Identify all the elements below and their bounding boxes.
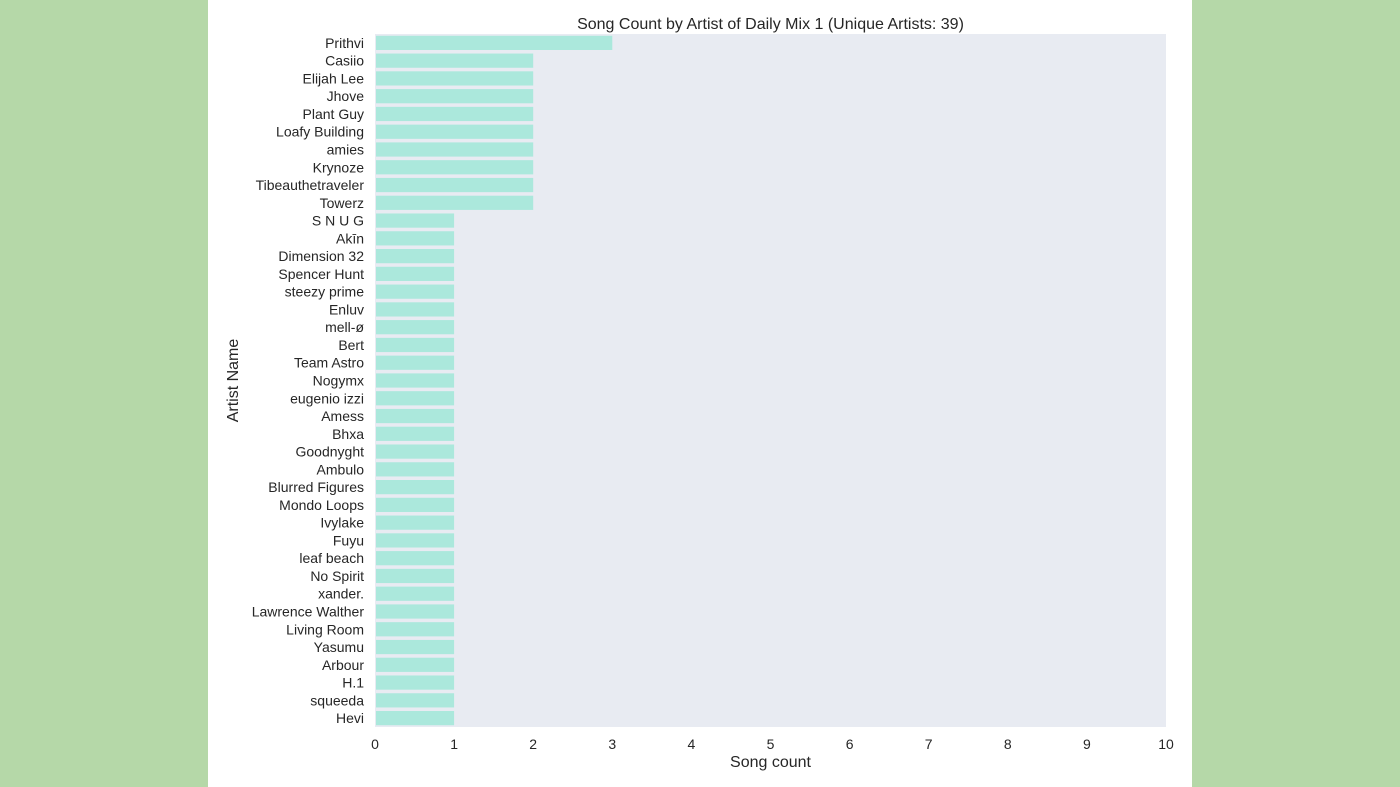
y-tick-label: Enluv (329, 301, 364, 317)
bar-35 (376, 657, 455, 672)
bar-27 (376, 515, 455, 530)
y-tick-label: Arbour (322, 657, 364, 673)
bar-1 (376, 53, 534, 68)
y-tick-label: Spencer Hunt (278, 266, 364, 282)
y-tick-label: amies (327, 142, 364, 158)
x-tick-label: 3 (608, 736, 616, 752)
x-tick-label: 4 (688, 736, 696, 752)
bar-18 (376, 355, 455, 370)
y-tick-label: Ivylake (320, 515, 364, 531)
y-tick-label: Blurred Figures (268, 479, 364, 495)
y-tick-label: Tibeauthetraveler (256, 177, 365, 193)
y-tick-label: H.1 (342, 675, 364, 691)
bar-38 (376, 711, 455, 726)
y-tick-label: Bhxa (332, 426, 364, 442)
bar-10 (376, 213, 455, 228)
bar-9 (376, 195, 534, 210)
bar-12 (376, 249, 455, 264)
y-tick-label: Casiio (325, 53, 364, 69)
chart-title: Song Count by Artist of Daily Mix 1 (Uni… (577, 16, 964, 33)
bar-5 (376, 124, 534, 139)
bar-8 (376, 177, 534, 193)
bar-29 (376, 551, 455, 566)
y-axis-label: Artist Name (225, 339, 242, 423)
bar-7 (376, 160, 534, 175)
y-tick-label: Elijah Lee (303, 70, 365, 86)
bar-34 (376, 639, 455, 655)
x-tick-label: 5 (767, 736, 775, 752)
y-tick-label: No Spirit (310, 568, 364, 584)
y-tick-label: Prithvi (325, 35, 364, 51)
y-tick-label: Bert (338, 337, 364, 353)
bar-6 (376, 142, 534, 157)
bar-16 (376, 320, 455, 335)
bar-32 (376, 604, 455, 619)
bar-21 (376, 408, 455, 424)
y-tick-label: Towerz (320, 195, 364, 211)
bar-25 (376, 480, 455, 495)
y-tick-label: Ambulo (317, 461, 365, 477)
y-tick-label: Yasumu (314, 639, 364, 655)
y-tick-label: Mondo Loops (279, 497, 364, 513)
bar-23 (376, 444, 455, 459)
bar-3 (376, 89, 534, 104)
bar-0 (376, 35, 613, 50)
y-tick-label: Krynoze (313, 159, 365, 175)
bar-30 (376, 568, 455, 584)
bar-37 (376, 693, 455, 708)
bar-11 (376, 231, 455, 246)
x-axis-label: Song count (730, 754, 812, 771)
x-tick-label: 9 (1083, 736, 1091, 752)
x-tick-label: 0 (371, 736, 379, 752)
bar-14 (376, 284, 455, 299)
x-tick-label: 10 (1158, 736, 1174, 752)
x-tick-label: 6 (846, 736, 854, 752)
bar-17 (376, 337, 455, 353)
y-tick-label: Hevi (336, 710, 364, 726)
y-tick-label: Goodnyght (296, 444, 365, 460)
y-tick-label: Akīn (336, 230, 364, 246)
y-tick-label: xander. (318, 586, 364, 602)
bar-24 (376, 462, 455, 477)
bar-19 (376, 373, 455, 388)
y-tick-label: Dimension 32 (278, 248, 364, 264)
y-tick-label: Amess (321, 408, 364, 424)
x-tick-label: 7 (925, 736, 933, 752)
y-tick-label: S N U G (312, 213, 364, 229)
y-tick-label: Fuyu (333, 532, 364, 548)
y-tick-label: mell-ø (325, 319, 364, 335)
bar-36 (376, 675, 455, 690)
bar-31 (376, 586, 455, 601)
y-tick-label: Team Astro (294, 355, 364, 371)
bar-13 (376, 266, 455, 281)
y-tick-label: Jhove (327, 88, 365, 104)
bar-33 (376, 622, 455, 637)
y-tick-label: Plant Guy (303, 106, 364, 122)
x-tick-label: 8 (1004, 736, 1012, 752)
chart-figure: Prithvi Casiio Elijah Lee Jhove Plant Guy Loa… (208, 0, 1192, 787)
bar-22 (376, 426, 455, 441)
x-tick-label: 2 (529, 736, 537, 752)
bar-4 (376, 106, 534, 122)
y-tick-label: Lawrence Walther (252, 604, 365, 620)
bar-2 (376, 71, 534, 86)
y-tick-label: leaf beach (299, 550, 364, 566)
bar-28 (376, 533, 455, 548)
bar-20 (376, 391, 455, 406)
y-tick-label: Loafy Building (276, 124, 364, 140)
y-tick-label: Nogymx (313, 373, 364, 389)
y-tick-label: steezy prime (285, 284, 365, 300)
y-tick-label: Living Room (286, 621, 364, 637)
bar-15 (376, 302, 455, 317)
y-tick-label: squeeda (310, 692, 364, 708)
bar-26 (376, 497, 455, 512)
y-tick-label: eugenio izzi (290, 390, 364, 406)
x-tick-label: 1 (450, 736, 458, 752)
